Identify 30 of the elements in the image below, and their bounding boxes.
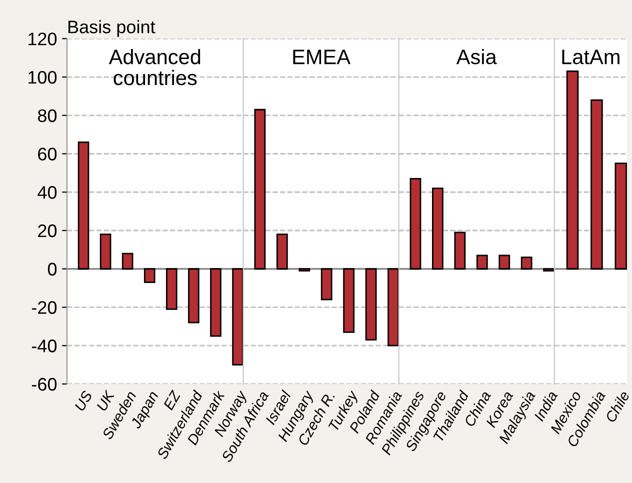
bar <box>432 188 444 270</box>
bar <box>476 254 488 270</box>
y-tick-label: 20 <box>38 224 57 238</box>
bar <box>166 268 178 310</box>
bar <box>144 268 156 283</box>
bar <box>410 178 422 270</box>
bar <box>210 268 222 337</box>
y-tick-label: 40 <box>38 186 57 199</box>
bar <box>78 142 90 270</box>
y-tick-label: 80 <box>38 109 57 122</box>
y-tick-label: -20 <box>32 301 57 314</box>
y-tick-label: 120 <box>28 32 57 46</box>
y-tick-label: 100 <box>28 70 57 84</box>
bar <box>188 268 200 324</box>
bar <box>454 232 466 270</box>
y-tick-label: 0 <box>48 262 57 276</box>
bar <box>100 234 112 270</box>
chart-title: Asia <box>456 49 497 64</box>
y-tick-label: 60 <box>38 148 57 160</box>
chart-title: LatAm <box>562 50 620 64</box>
text: Advanced countries <box>108 49 200 86</box>
bar <box>122 252 134 270</box>
y-tick-label: -60 <box>32 378 57 391</box>
x-tick-label: US <box>74 390 93 412</box>
bar <box>520 256 532 270</box>
y-axis-title: Basis point <box>68 20 156 37</box>
y-tick-label: -40 <box>32 340 57 352</box>
chart-title: EMEA <box>293 50 351 64</box>
bar <box>232 268 244 366</box>
bar <box>498 254 510 270</box>
